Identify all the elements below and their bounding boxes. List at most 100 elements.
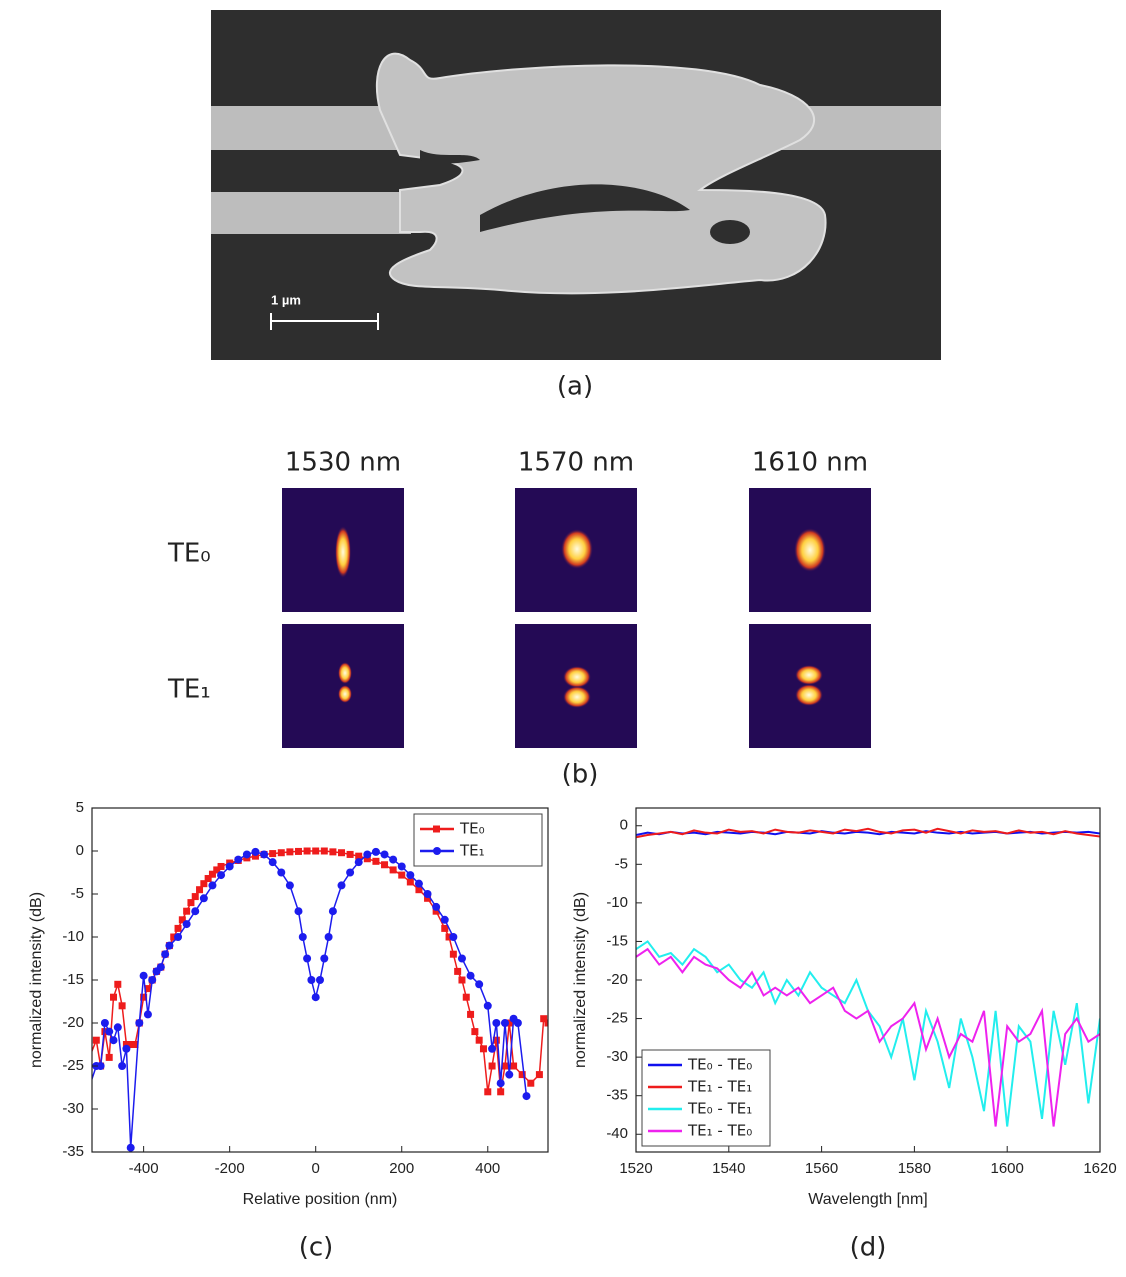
marker bbox=[441, 924, 449, 932]
y-tick-label: -15 bbox=[606, 932, 628, 949]
marker bbox=[277, 849, 285, 857]
marker bbox=[432, 902, 441, 911]
legend-marker bbox=[433, 825, 440, 833]
marker bbox=[320, 954, 329, 963]
x-tick-label: 1540 bbox=[712, 1160, 745, 1177]
marker bbox=[242, 850, 251, 859]
marker bbox=[497, 1088, 505, 1096]
marker bbox=[380, 850, 389, 859]
marker bbox=[234, 855, 243, 864]
y-axis-label: normalized intensity (dB) bbox=[28, 892, 45, 1068]
mode-label: TE₀ bbox=[167, 539, 211, 569]
legend-label: TE₀ - TE₀ bbox=[687, 1056, 752, 1074]
legend-label: TE₁ - TE₀ bbox=[687, 1122, 752, 1140]
marker bbox=[397, 862, 406, 871]
marker bbox=[191, 893, 199, 901]
marker bbox=[372, 857, 380, 865]
x-tick-label: 1520 bbox=[619, 1160, 652, 1177]
marker bbox=[217, 862, 225, 870]
marker bbox=[445, 933, 453, 941]
marker bbox=[105, 1053, 113, 1061]
marker bbox=[127, 1041, 135, 1048]
marker bbox=[118, 1002, 126, 1010]
x-tick-label: -200 bbox=[215, 1160, 245, 1177]
marker bbox=[398, 871, 406, 879]
marker bbox=[449, 933, 458, 941]
marker bbox=[101, 1028, 109, 1036]
marker bbox=[170, 933, 178, 941]
marker bbox=[338, 849, 346, 857]
marker bbox=[505, 1019, 513, 1027]
marker bbox=[100, 1019, 109, 1027]
marker bbox=[208, 881, 217, 890]
marker bbox=[363, 855, 371, 863]
marker bbox=[522, 1092, 531, 1101]
y-tick-label: -25 bbox=[62, 1057, 84, 1074]
y-tick-label: -30 bbox=[62, 1100, 84, 1117]
x-axis-label: Wavelength [nm] bbox=[808, 1191, 927, 1208]
marker bbox=[204, 875, 212, 883]
panel-label: (b) bbox=[562, 760, 599, 790]
charts: -400 -200 0 200 400-35-30-25-20-15-10-505Rel… bbox=[28, 799, 1116, 1208]
marker bbox=[183, 907, 191, 915]
legend-label: TE₁ bbox=[459, 842, 485, 860]
marker bbox=[371, 847, 380, 856]
marker bbox=[191, 907, 200, 916]
marker bbox=[122, 1041, 130, 1048]
marker bbox=[199, 894, 208, 903]
marker bbox=[182, 920, 191, 929]
wavelength-label: 1570 nm bbox=[518, 448, 634, 478]
marker bbox=[483, 1001, 492, 1010]
series-line bbox=[636, 947, 1100, 1127]
marker bbox=[466, 971, 475, 980]
marker bbox=[501, 1062, 509, 1070]
marker bbox=[355, 852, 363, 860]
marker bbox=[479, 1045, 487, 1053]
x-tick-label: -400 bbox=[129, 1160, 159, 1177]
marker bbox=[540, 1015, 548, 1023]
legend-label: TE₀ - TE₁ bbox=[687, 1100, 752, 1118]
marker bbox=[178, 916, 186, 924]
marker bbox=[475, 1036, 483, 1044]
marker bbox=[312, 847, 320, 855]
marker bbox=[414, 879, 423, 888]
marker bbox=[510, 1062, 518, 1070]
panel-label: (d) bbox=[850, 1233, 887, 1263]
y-tick-label: -20 bbox=[606, 971, 628, 988]
y-tick-label: -30 bbox=[606, 1048, 628, 1065]
y-tick-label: -35 bbox=[62, 1143, 84, 1160]
marker bbox=[457, 954, 466, 963]
marker bbox=[432, 907, 440, 915]
marker bbox=[92, 1036, 100, 1044]
marker bbox=[475, 980, 484, 989]
marker bbox=[492, 1019, 501, 1027]
marker bbox=[143, 1010, 152, 1019]
marker bbox=[303, 954, 312, 963]
marker bbox=[316, 976, 324, 984]
marker bbox=[285, 881, 294, 890]
y-tick-label: -10 bbox=[62, 928, 84, 945]
mode-label: TE₁ bbox=[167, 675, 211, 705]
marker bbox=[496, 1079, 505, 1088]
marker bbox=[484, 1088, 492, 1096]
marker bbox=[269, 850, 277, 858]
marker bbox=[294, 847, 302, 855]
marker bbox=[113, 1023, 122, 1032]
marker bbox=[544, 1019, 548, 1027]
y-tick-label: 0 bbox=[76, 842, 84, 859]
marker bbox=[122, 1044, 131, 1053]
marker bbox=[381, 861, 389, 869]
marker bbox=[148, 976, 157, 984]
legend-box bbox=[413, 813, 543, 867]
panel-label: (c) bbox=[299, 1233, 334, 1263]
sem-image: 1 µm bbox=[211, 10, 941, 360]
marker bbox=[449, 950, 457, 958]
scale-bar-label: 1 µm bbox=[271, 292, 301, 307]
y-tick-label: -10 bbox=[606, 894, 628, 911]
marker bbox=[109, 1036, 118, 1045]
marker bbox=[298, 933, 307, 941]
x-tick-label: 1560 bbox=[805, 1160, 838, 1177]
x-tick-label: 1620 bbox=[1083, 1160, 1116, 1177]
